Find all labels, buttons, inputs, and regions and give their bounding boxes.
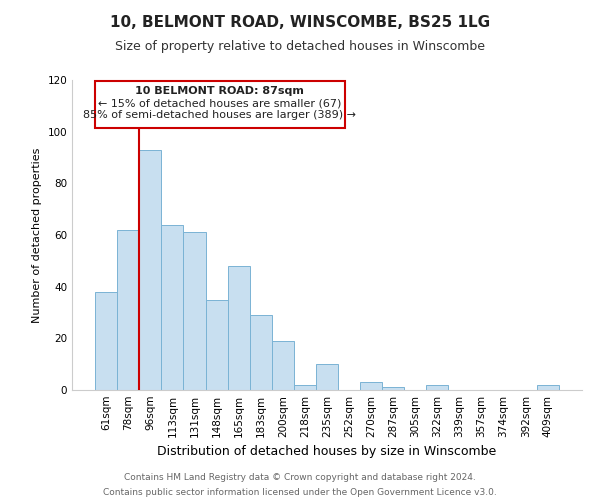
Text: Contains public sector information licensed under the Open Government Licence v3: Contains public sector information licen… xyxy=(103,488,497,497)
Bar xyxy=(272,341,294,390)
Bar xyxy=(360,382,382,390)
Bar xyxy=(161,224,184,390)
Text: Contains HM Land Registry data © Crown copyright and database right 2024.: Contains HM Land Registry data © Crown c… xyxy=(124,473,476,482)
Text: 85% of semi-detached houses are larger (389) →: 85% of semi-detached houses are larger (… xyxy=(83,110,356,120)
Bar xyxy=(227,266,250,390)
Text: 10 BELMONT ROAD: 87sqm: 10 BELMONT ROAD: 87sqm xyxy=(136,86,304,97)
FancyBboxPatch shape xyxy=(95,82,344,128)
Bar xyxy=(139,150,161,390)
Text: 10, BELMONT ROAD, WINSCOMBE, BS25 1LG: 10, BELMONT ROAD, WINSCOMBE, BS25 1LG xyxy=(110,15,490,30)
Bar xyxy=(206,300,227,390)
Bar xyxy=(294,385,316,390)
Bar xyxy=(537,385,559,390)
Y-axis label: Number of detached properties: Number of detached properties xyxy=(32,148,42,322)
Bar xyxy=(316,364,338,390)
Bar xyxy=(95,292,117,390)
Bar xyxy=(184,232,206,390)
X-axis label: Distribution of detached houses by size in Winscombe: Distribution of detached houses by size … xyxy=(157,446,497,458)
Bar xyxy=(117,230,139,390)
Bar xyxy=(250,315,272,390)
Text: Size of property relative to detached houses in Winscombe: Size of property relative to detached ho… xyxy=(115,40,485,53)
Bar xyxy=(427,385,448,390)
Bar xyxy=(382,388,404,390)
Text: ← 15% of detached houses are smaller (67): ← 15% of detached houses are smaller (67… xyxy=(98,98,341,108)
